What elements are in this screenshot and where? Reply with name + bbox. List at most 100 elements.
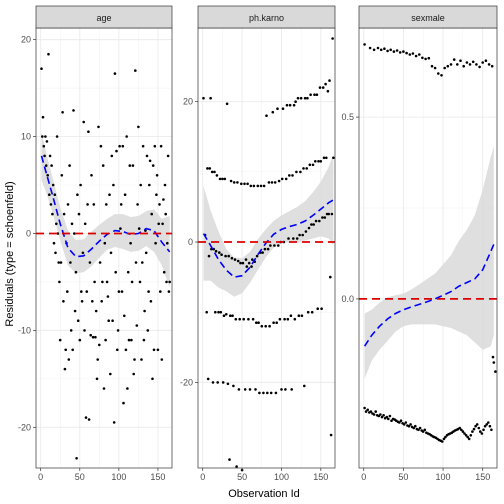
residual-point — [234, 317, 238, 321]
residual-point — [330, 212, 334, 216]
residual-point — [323, 216, 327, 219]
residual-point — [395, 49, 399, 52]
residual-point — [389, 48, 393, 52]
residual-point — [299, 96, 303, 100]
residual-point — [254, 321, 258, 325]
residual-point — [464, 434, 468, 437]
residual-point — [116, 329, 120, 332]
residual-point — [325, 156, 328, 160]
residual-point — [202, 96, 205, 100]
residual-point — [312, 223, 316, 226]
residual-point — [255, 254, 259, 258]
residual-point — [91, 335, 95, 339]
residual-point — [301, 233, 305, 237]
residual-point — [62, 300, 65, 303]
residual-point — [459, 59, 462, 62]
residual-point — [363, 406, 366, 410]
residual-point — [102, 387, 106, 390]
residual-point — [109, 372, 112, 376]
residual-point — [324, 82, 327, 86]
residual-point — [248, 388, 252, 391]
residual-point — [311, 163, 315, 167]
residual-point — [374, 410, 378, 413]
residual-point — [430, 64, 434, 68]
residual-point — [298, 233, 301, 237]
residual-point — [78, 338, 82, 342]
residual-point — [125, 135, 128, 138]
residual-point — [299, 170, 302, 174]
residual-point — [390, 419, 393, 423]
residual-point — [302, 167, 305, 170]
residual-point — [404, 421, 408, 424]
residual-point — [130, 338, 133, 342]
residual-point — [164, 212, 167, 216]
residual-point — [296, 96, 300, 100]
residual-point — [94, 335, 97, 339]
residual-point — [251, 317, 255, 321]
residual-point — [53, 193, 57, 196]
y-tick-label: 10 — [21, 132, 31, 142]
residual-point — [306, 96, 309, 100]
residual-point — [42, 144, 46, 148]
x-tick-label: 100 — [111, 472, 126, 482]
residual-point — [446, 64, 450, 68]
residual-point — [215, 174, 219, 177]
residual-point — [119, 227, 122, 230]
residual-point — [206, 167, 209, 170]
residual-point — [123, 314, 126, 318]
residual-point — [84, 416, 88, 419]
residual-point — [472, 427, 476, 431]
panel-ph-karno: ph.karno -20 0 20 0 50 100 150 — [180, 5, 336, 482]
residual-point — [490, 428, 493, 432]
residual-point — [463, 432, 466, 435]
residual-point — [487, 421, 490, 424]
residual-point — [93, 280, 96, 284]
residual-point — [213, 170, 216, 174]
residual-point — [236, 181, 239, 184]
residual-point — [263, 247, 267, 251]
residual-point — [144, 251, 148, 255]
residual-point — [50, 164, 53, 167]
residual-point — [305, 167, 309, 170]
residual-point — [380, 415, 384, 419]
residual-point — [113, 72, 117, 75]
residual-point — [492, 361, 496, 364]
residual-point — [427, 56, 431, 60]
residual-point — [471, 430, 474, 433]
residual-point — [260, 324, 264, 328]
residual-point — [96, 358, 99, 361]
residual-point — [418, 426, 422, 430]
residual-point — [297, 314, 301, 318]
residual-point — [278, 317, 282, 321]
x-tick-label: 150 — [150, 472, 165, 482]
residual-point — [214, 249, 218, 253]
residual-point — [491, 355, 495, 359]
residual-point — [122, 401, 125, 405]
residual-point — [120, 290, 124, 293]
residual-point — [160, 358, 164, 361]
residual-point — [142, 338, 146, 342]
residual-point — [129, 241, 132, 245]
residual-point — [292, 237, 295, 240]
residual-point — [167, 290, 171, 293]
facet-strip — [197, 5, 336, 29]
y-tick-label: -10 — [18, 325, 31, 335]
residual-point — [402, 50, 405, 53]
smooth-fit-line — [202, 199, 334, 278]
residual-point — [475, 63, 478, 66]
residual-point — [456, 63, 459, 66]
residual-point — [487, 63, 491, 66]
facet-strip-label: sexmale — [411, 13, 445, 23]
residual-point — [289, 314, 293, 318]
x-axis-title: Observation Id — [228, 488, 300, 500]
residual-point — [58, 338, 62, 342]
residual-point — [59, 261, 63, 264]
residual-point — [60, 174, 64, 177]
residual-point — [273, 244, 276, 247]
residual-point — [85, 290, 89, 293]
residual-point — [461, 430, 465, 433]
residual-point — [331, 37, 334, 40]
residual-point — [368, 46, 372, 50]
residual-point — [121, 144, 125, 148]
